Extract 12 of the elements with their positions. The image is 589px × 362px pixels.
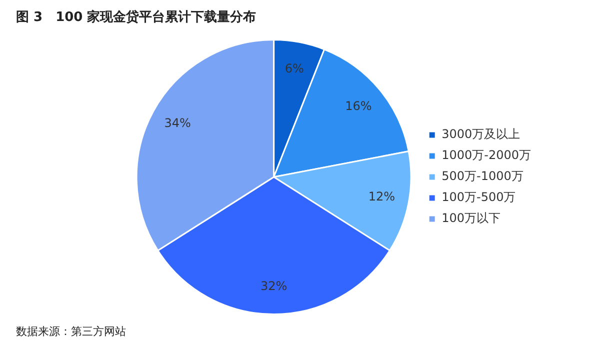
legend-label: 100万-500万 xyxy=(442,190,516,204)
legend-label: 100万以下 xyxy=(442,211,500,226)
data-label: 32% xyxy=(260,278,288,293)
legend-label: 500万-1000万 xyxy=(442,169,524,184)
chart-title: 图 3 100 家现金贷平台累计下载量分布 xyxy=(15,8,258,27)
data-label: 34% xyxy=(164,116,191,130)
data-label: 6% xyxy=(284,61,304,76)
data-label: 12% xyxy=(368,190,395,204)
legend-label: 1000万-2000万 xyxy=(442,148,532,162)
source-note: 数据来源：第三方网站 xyxy=(15,324,127,339)
legend-label: 3000万及以上 xyxy=(442,127,520,142)
data-label: 16% xyxy=(345,99,372,114)
